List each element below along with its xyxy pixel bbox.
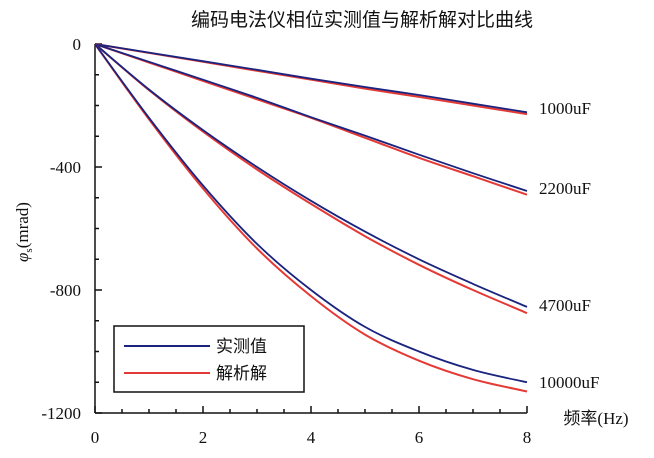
x-tick-label: 4 <box>307 428 316 447</box>
analytic-line-10000uf <box>94 43 528 393</box>
measured-line-1000uf <box>94 43 528 114</box>
curve-label-4700uf: 4700uF <box>539 296 591 315</box>
analytic-line-2200uf <box>94 43 528 196</box>
legend-label-analytic: 解析解 <box>216 364 267 384</box>
measured-line-10000uf <box>94 43 528 384</box>
curve-label-10000uf: 10000uF <box>539 373 599 392</box>
chart-title: 编码电法仪相位实测值与解析解对比曲线 <box>191 9 533 31</box>
y-tick-label: -800 <box>50 281 81 300</box>
analytic-line-4700uf <box>94 43 528 315</box>
x-axis-title: 频率(Hz) <box>563 409 628 428</box>
plot-area: 0 -400 -800 -1200 0 2 4 6 8 1000uF 2200uF 4700uF 100… <box>41 35 599 447</box>
measured-line-4700uf <box>94 43 528 308</box>
x-tick-label: 0 <box>91 428 100 447</box>
y-tick-label: 0 <box>73 35 82 54</box>
svg-text:φs(mrad): φs(mrad) <box>13 202 35 262</box>
x-tick-label: 8 <box>523 428 532 447</box>
y-tick-label: -400 <box>50 158 81 177</box>
y-axis-unit: (mrad) <box>13 202 32 248</box>
y-axis-subscript: s <box>23 248 35 252</box>
legend-label-measured: 实测值 <box>216 337 267 357</box>
y-axis-symbol: φ <box>13 253 32 262</box>
y-tick-label: -1200 <box>41 404 81 423</box>
y-axis-title: φs(mrad) <box>13 202 35 262</box>
x-tick-label: 6 <box>415 428 424 447</box>
curve-label-2200uf: 2200uF <box>539 179 591 198</box>
legend: 实测值 解析解 <box>113 325 305 393</box>
curve-label-1000uf: 1000uF <box>539 99 591 118</box>
measured-line-2200uf <box>94 43 528 192</box>
x-tick-label: 2 <box>199 428 208 447</box>
legend-box <box>113 325 305 393</box>
